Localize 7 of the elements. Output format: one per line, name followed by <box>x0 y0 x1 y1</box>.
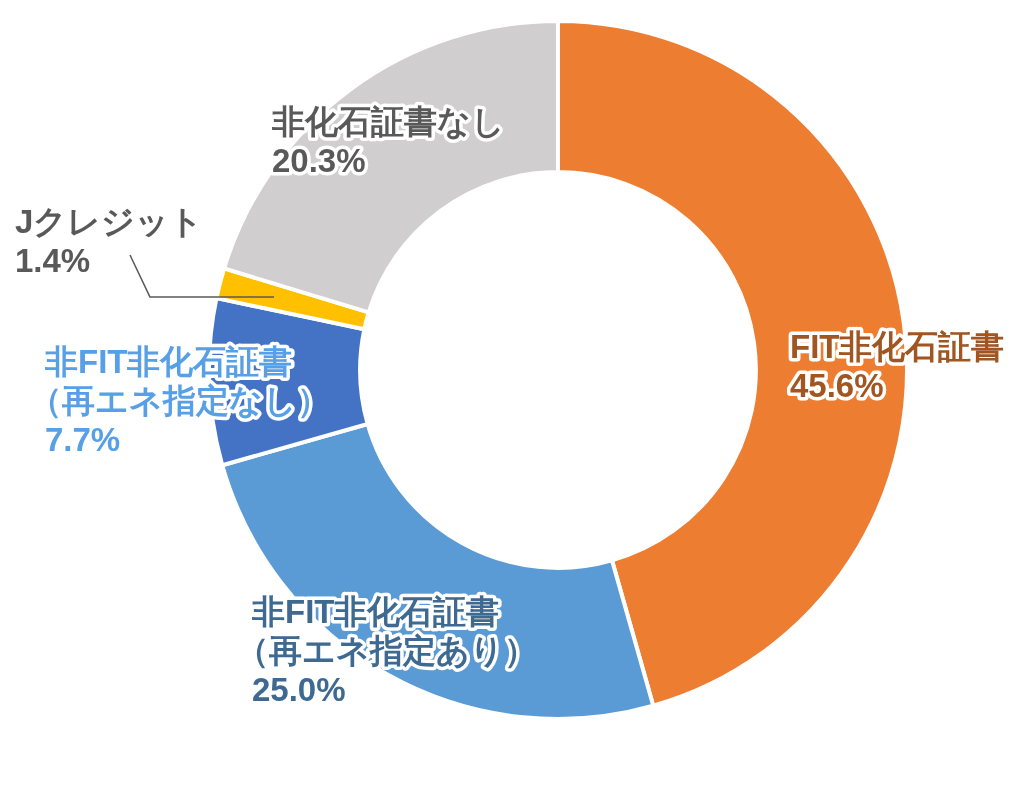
value-label: 45.6% <box>790 367 884 404</box>
category-label: Jクレジット <box>15 203 204 240</box>
value-label: 20.3% <box>272 142 366 179</box>
category-label: 非化石証書なし <box>272 103 505 140</box>
value-label: 7.7% <box>45 421 121 458</box>
value-label: 25.0% <box>252 671 346 708</box>
value-label: 1.4% <box>15 242 91 279</box>
